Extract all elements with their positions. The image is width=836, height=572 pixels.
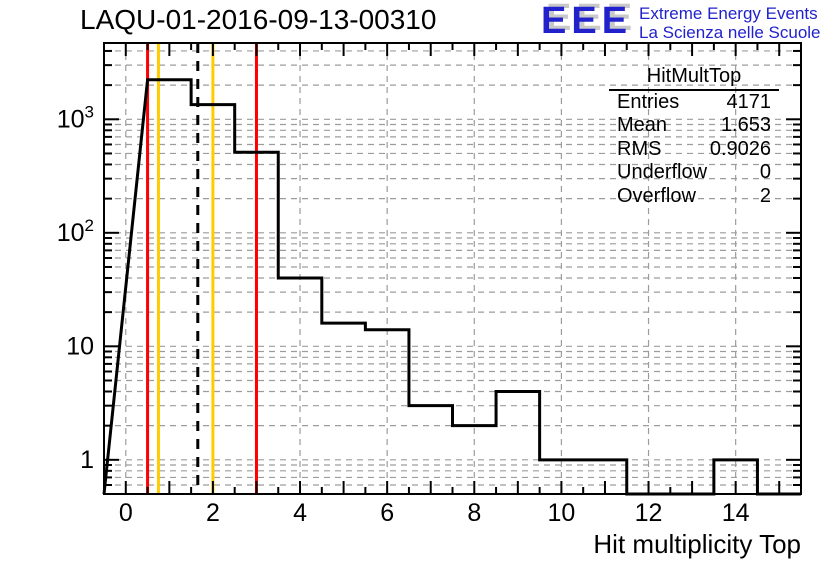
stats-label: Entries — [617, 91, 680, 113]
x-tick-label: 6 — [380, 499, 394, 527]
x-tick-label: 4 — [293, 499, 307, 527]
x-tick-label: 12 — [635, 499, 663, 527]
stats-row: Underflow 0 — [609, 161, 779, 184]
eee-logo: EEE Extreme Energy Events La Scienza nel… — [541, 2, 821, 42]
stats-value: 4171 — [726, 91, 772, 113]
stats-value: 2 — [759, 184, 771, 207]
y-tick-label: 1 — [80, 446, 94, 474]
x-tick-label: 8 — [467, 499, 481, 527]
eee-logo-acronym: EEE — [541, 0, 633, 42]
stats-row: RMS 0.9026 — [609, 138, 779, 161]
stats-row: Mean 1.653 — [609, 114, 779, 137]
stats-value: 1.653 — [720, 114, 771, 137]
eee-logo-line2: La Scienza nelle Scuole — [639, 23, 821, 42]
stats-label: Mean — [617, 114, 668, 137]
eee-logo-line1: Extreme Energy Events — [639, 4, 818, 23]
y-tick-label: 102 — [57, 216, 94, 247]
page-title: LAQU-01-2016-09-13-00310 — [80, 4, 437, 35]
y-tick-label: 10 — [66, 332, 94, 360]
stats-box: HitMultTop Entries 4171 Mean 1.653 RMS 0… — [609, 64, 779, 208]
x-tick-label: 0 — [119, 499, 133, 527]
stats-value: 0.9026 — [709, 137, 771, 160]
stats-label: Underflow — [617, 161, 708, 184]
stats-row: Overflow 2 — [609, 185, 779, 208]
x-tick-label: 2 — [206, 499, 220, 527]
stats-label: RMS — [617, 137, 662, 160]
stats-label: Overflow — [617, 184, 696, 207]
x-axis-title: Hit multiplicity Top — [593, 529, 801, 559]
x-tick-label: 10 — [548, 499, 576, 527]
x-tick-label: 14 — [722, 499, 750, 527]
eee-logo-text: Extreme Energy Events La Scienza nelle S… — [639, 4, 820, 42]
y-tick-label: 103 — [57, 102, 94, 133]
stats-row: Entries 4171 — [609, 91, 779, 114]
stats-box-title: HitMultTop — [609, 64, 779, 91]
stats-value: 0 — [759, 161, 771, 184]
